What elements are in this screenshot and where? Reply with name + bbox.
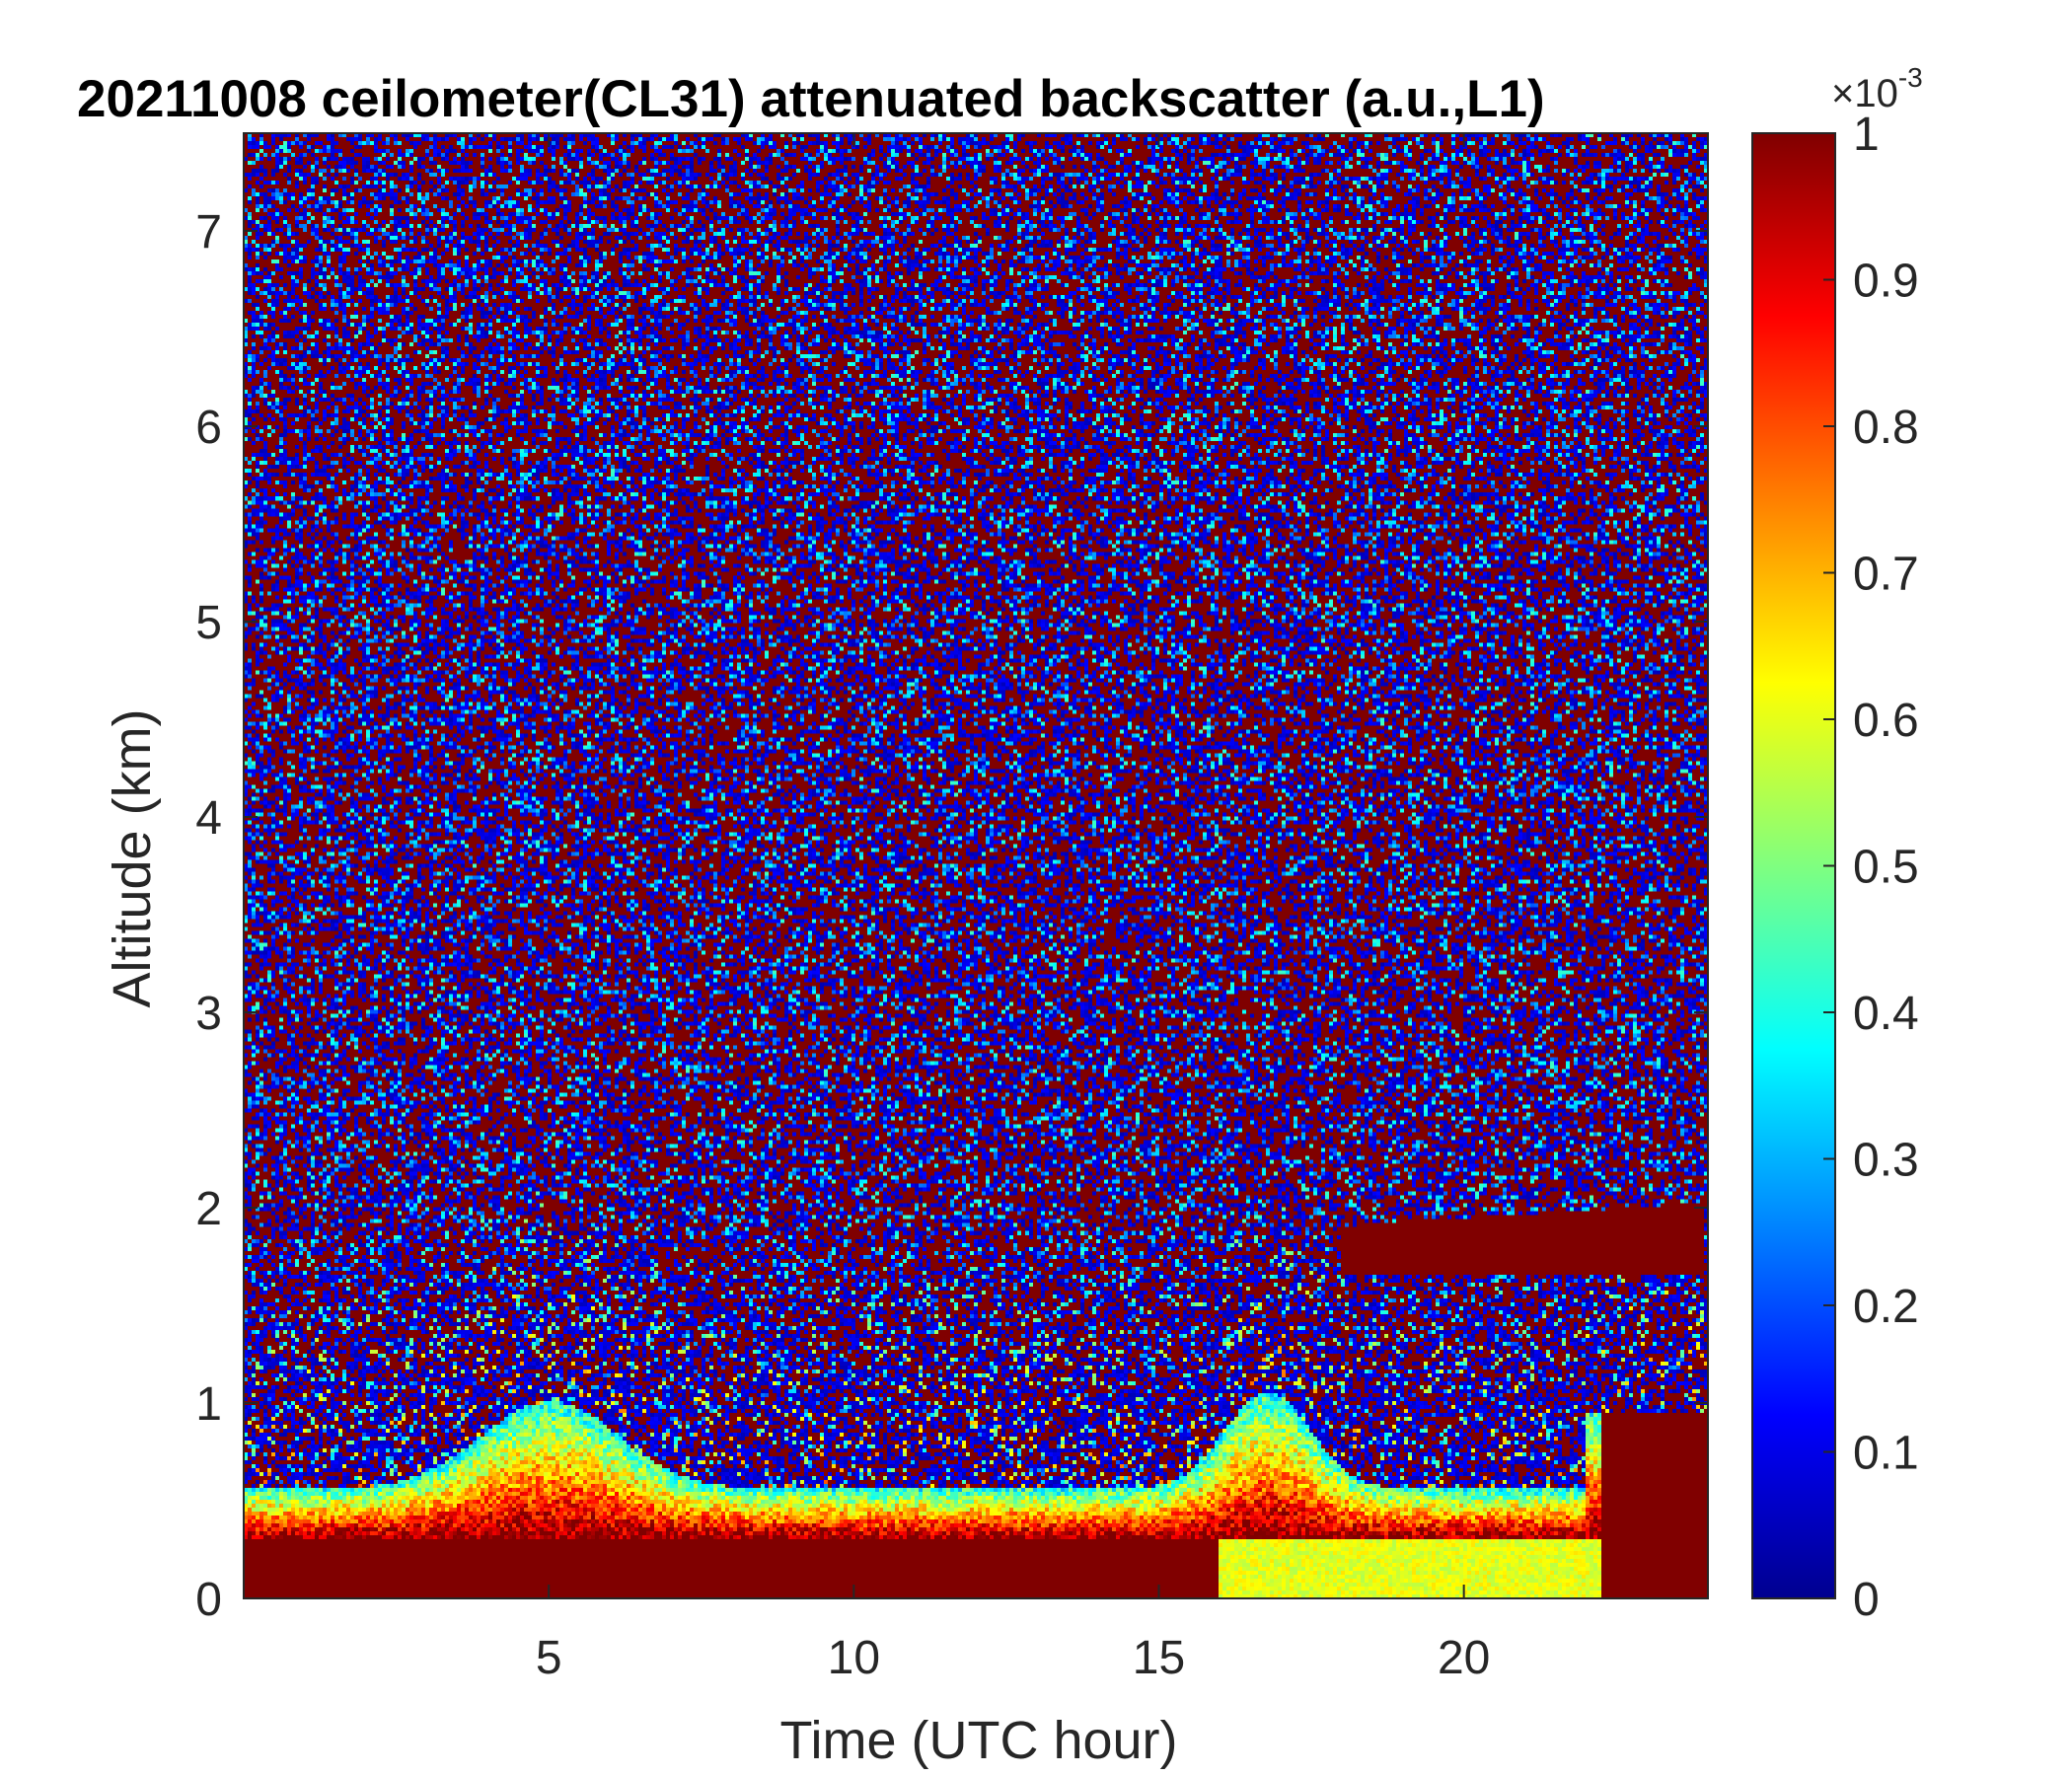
x-tick-label: 20 [1438, 1632, 1490, 1684]
colorbar-tick-label: 0.6 [1853, 695, 1919, 747]
colorbar: 0 0.1 0.2 0.3 0.4 0.5 0.6 0.7 0.8 0.9 1 ×10-3 [1751, 62, 1923, 1626]
x-tick-label: 5 [536, 1632, 562, 1684]
y-tick-label: 3 [195, 988, 222, 1040]
colorbar-tick-label: 1 [1853, 109, 1880, 161]
colorbar-ticks: 0 0.1 0.2 0.3 0.4 0.5 0.6 0.7 0.8 0.9 1 [1823, 109, 1919, 1626]
x-tick-label: 10 [828, 1632, 880, 1684]
colorbar-gradient [1752, 133, 1835, 1598]
y-axis-label: Altitude (km) [103, 708, 162, 1007]
colorbar-tick-label: 0.9 [1853, 256, 1919, 308]
y-tick-label: 4 [195, 792, 222, 845]
heatmap-image [244, 133, 1708, 1598]
y-axis: 0 1 2 3 4 5 6 7 [195, 206, 1708, 1626]
colorbar-tick-label: 0.3 [1853, 1135, 1919, 1187]
x-axis-label: Time (UTC hour) [779, 1711, 1177, 1770]
colorbar-exponent: ×10-3 [1831, 62, 1923, 115]
y-tick-label: 0 [195, 1574, 222, 1626]
y-tick-label: 7 [195, 206, 222, 259]
y-tick-label: 2 [195, 1183, 222, 1235]
plot-area [243, 132, 1709, 1599]
colorbar-tick-label: 0.4 [1853, 988, 1919, 1040]
y-tick-label: 1 [195, 1378, 222, 1431]
colorbar-tick-label: 0 [1853, 1574, 1880, 1626]
colorbar-tick-label: 0.2 [1853, 1281, 1919, 1333]
colorbar-tick-label: 0.8 [1853, 402, 1919, 454]
x-axis: 5 10 15 20 [536, 133, 1490, 1684]
colorbar-tick-label: 0.1 [1853, 1428, 1919, 1480]
plot-frame [243, 132, 1709, 1599]
y-tick-label: 6 [195, 402, 222, 454]
y-tick-label: 5 [195, 597, 222, 649]
chart-title: 20211008 ceilometer(CL31) attenuated bac… [77, 70, 1545, 128]
colorbar-tick-label: 0.7 [1853, 549, 1919, 601]
colorbar-tick-label: 0.5 [1853, 842, 1919, 894]
x-tick-label: 15 [1133, 1632, 1185, 1684]
